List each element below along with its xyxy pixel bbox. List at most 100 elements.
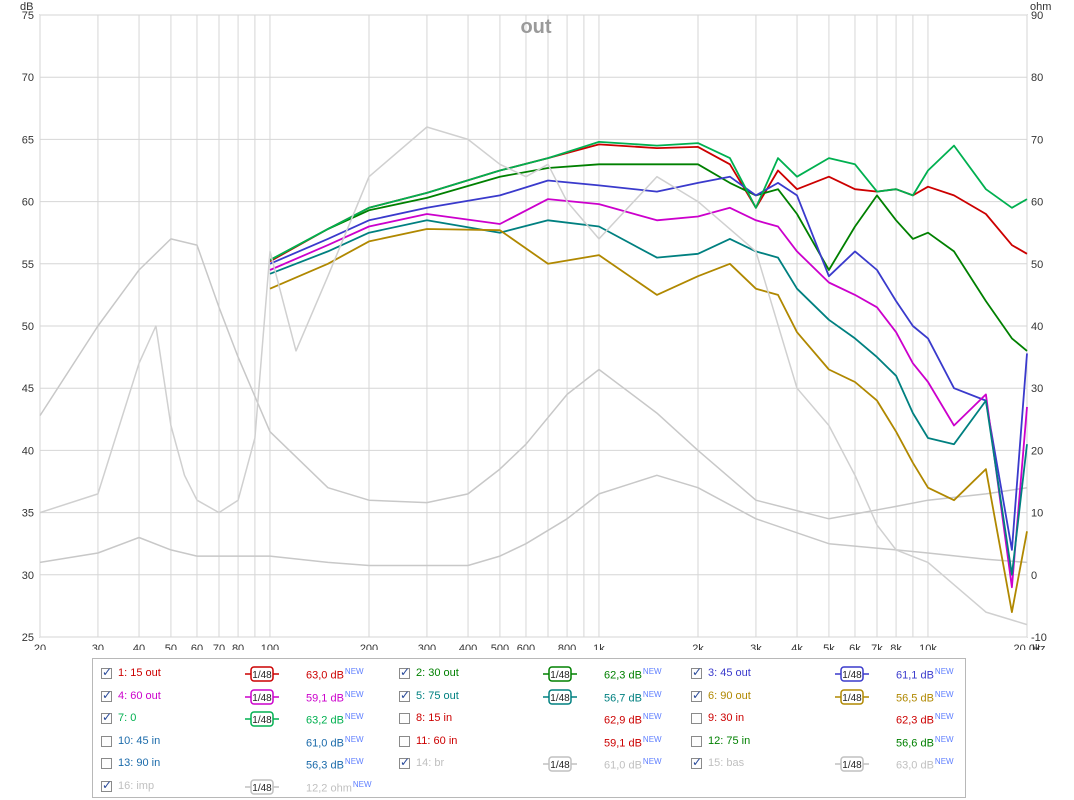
legend-value: 62,3 dBNEW — [896, 712, 954, 727]
smoothing-icon[interactable]: 1/48 — [543, 666, 577, 682]
x-tick-label: 70 — [213, 643, 225, 650]
smoothing-icon[interactable]: 1/48 — [835, 666, 869, 682]
y-tick-label: 35 — [22, 508, 34, 520]
legend-value: 62,3 dBNEW — [604, 667, 662, 682]
new-badge: NEW — [344, 667, 364, 676]
y2-tick-label: 60 — [1031, 197, 1043, 209]
x-tick-label: 4k — [791, 643, 803, 650]
legend-value: 61,1 dBNEW — [896, 667, 954, 682]
legend-item[interactable]: 6: 90 out 1/48 56,5 dBNEW — [683, 686, 973, 708]
legend-item[interactable]: 11: 60 in 59,1 dBNEW — [391, 731, 681, 753]
legend-checkbox[interactable] — [399, 665, 410, 679]
smoothing-icon[interactable]: 1/48 — [245, 711, 279, 727]
legend-checkbox[interactable] — [691, 665, 702, 679]
smoothing-icon[interactable]: 1/48 — [543, 756, 577, 772]
legend-checkbox[interactable] — [691, 735, 702, 747]
new-badge: NEW — [642, 757, 662, 766]
series-line-2-30-out — [269, 163, 1028, 352]
x-tick-label: 2k — [692, 643, 704, 650]
y-tick-label: 30 — [22, 570, 34, 582]
x-tick-label: 50 — [165, 643, 177, 650]
legend-checkbox[interactable] — [101, 688, 112, 702]
legend-item[interactable]: 13: 90 in 56,3 dBNEW — [93, 753, 383, 775]
legend-item[interactable]: 2: 30 out 1/48 62,3 dBNEW — [391, 663, 681, 685]
x-tick-label: 7k — [871, 643, 883, 650]
x-tick-label: 8k — [890, 643, 902, 650]
x-tick-label: 3k — [750, 643, 762, 650]
smoothing-icon[interactable]: 1/48 — [245, 688, 279, 705]
x-tick-label: 30 — [92, 643, 104, 650]
x-tick-label: 200 — [360, 643, 378, 650]
legend-value: 61,0 dBNEW — [604, 757, 662, 772]
svg-text:1/48: 1/48 — [252, 670, 272, 681]
new-badge: NEW — [352, 779, 372, 789]
x-tick-label: 20 — [34, 643, 46, 650]
x-tick-label: 1k — [593, 643, 605, 650]
legend-value: 56,6 dBNEW — [896, 734, 954, 750]
legend-item[interactable]: 14: br 1/48 61,0 dBNEW — [391, 753, 681, 775]
legend-item[interactable]: 4: 60 out 1/48 59,1 dBNEW — [93, 686, 383, 708]
legend-item[interactable]: 3: 45 out 1/48 61,1 dBNEW — [683, 663, 973, 685]
legend-value: 63,0 dBNEW — [306, 667, 364, 682]
legend-value: 63,2 dBNEW — [306, 712, 364, 727]
svg-text:1/48: 1/48 — [252, 715, 272, 726]
svg-text:1/48: 1/48 — [842, 693, 862, 704]
legend-item[interactable]: 12: 75 in 56,6 dBNEW — [683, 731, 973, 753]
new-badge: NEW — [934, 734, 954, 744]
svg-text:1/48: 1/48 — [842, 760, 862, 771]
x-tick-label: 500 — [491, 643, 509, 650]
x-axis-unit: Hz — [1032, 643, 1045, 650]
legend-label: 6: 90 out — [708, 689, 751, 702]
legend-checkbox[interactable] — [691, 688, 702, 702]
legend-checkbox[interactable] — [101, 710, 112, 724]
y2-tick-label: 80 — [1031, 72, 1043, 84]
series-line-6-90-out — [269, 228, 1028, 613]
legend-label: 10: 45 in — [118, 734, 161, 747]
legend-item[interactable]: 7: 0 1/48 63,2 dBNEW — [93, 708, 383, 730]
legend-checkbox[interactable] — [101, 758, 112, 769]
legend-item[interactable]: 10: 45 in 61,0 dBNEW — [93, 731, 383, 753]
legend-label: 4: 60 out — [118, 689, 161, 702]
legend-item[interactable]: 8: 15 in 62,9 dBNEW — [391, 708, 681, 730]
series-line-5-75-out — [269, 219, 1028, 576]
legend-row: 4: 60 out 1/48 59,1 dBNEW 5: 75 out 1/48 56,7… — [93, 686, 965, 708]
series-layer — [39, 126, 1028, 626]
smoothing-icon[interactable]: 1/48 — [245, 666, 279, 682]
legend-row: 1: 15 out 1/48 63,0 dBNEW 2: 30 out 1/48 62,3… — [93, 663, 965, 685]
smoothing-icon[interactable]: 1/48 — [543, 688, 577, 705]
legend-checkbox[interactable] — [691, 755, 702, 769]
legend-item[interactable]: 9: 30 in 62,3 dBNEW — [683, 708, 973, 730]
legend-checkbox[interactable] — [101, 778, 112, 792]
x-tick-label: 6k — [849, 643, 861, 650]
svg-text:1/48: 1/48 — [550, 670, 570, 681]
legend-checkbox[interactable] — [399, 713, 410, 724]
y2-tick-label: 90 — [1031, 10, 1043, 22]
new-badge: NEW — [934, 712, 954, 721]
legend-checkbox[interactable] — [399, 755, 410, 769]
legend-checkbox[interactable] — [101, 665, 112, 679]
x-tick-label: 100 — [261, 643, 279, 650]
legend-checkbox[interactable] — [399, 688, 410, 702]
y2-tick-label: 50 — [1031, 259, 1043, 271]
svg-text:1/48: 1/48 — [842, 670, 862, 681]
legend-item[interactable]: 1: 15 out 1/48 63,0 dBNEW — [93, 663, 383, 685]
legend-checkbox[interactable] — [691, 713, 702, 724]
legend-checkbox[interactable] — [101, 735, 112, 747]
legend-item[interactable]: 16: imp 1/48 12,2 ohmNEW — [93, 776, 383, 798]
y-axis-ticks: 25 30 35 40 45 50 55 60 65 70 75 — [22, 10, 34, 644]
smoothing-icon[interactable]: 1/48 — [835, 756, 869, 772]
y2-tick-label: 30 — [1031, 383, 1043, 395]
legend-checkbox[interactable] — [399, 735, 410, 747]
new-badge: NEW — [934, 667, 954, 676]
legend-value: 59,1 dBNEW — [604, 734, 662, 750]
legend-value: 59,1 dBNEW — [306, 689, 364, 705]
new-badge: NEW — [344, 689, 364, 699]
legend-label: 9: 30 in — [708, 712, 745, 724]
legend-item[interactable]: 5: 75 out 1/48 56,7 dBNEW — [391, 686, 681, 708]
legend-label: 12: 75 in — [708, 734, 751, 747]
smoothing-icon[interactable]: 1/48 — [245, 778, 279, 795]
svg-text:1/48: 1/48 — [252, 693, 272, 704]
legend-item[interactable]: 15: bas 1/48 63,0 dBNEW — [683, 753, 973, 775]
x-tick-label: 300 — [418, 643, 436, 650]
smoothing-icon[interactable]: 1/48 — [835, 688, 869, 705]
